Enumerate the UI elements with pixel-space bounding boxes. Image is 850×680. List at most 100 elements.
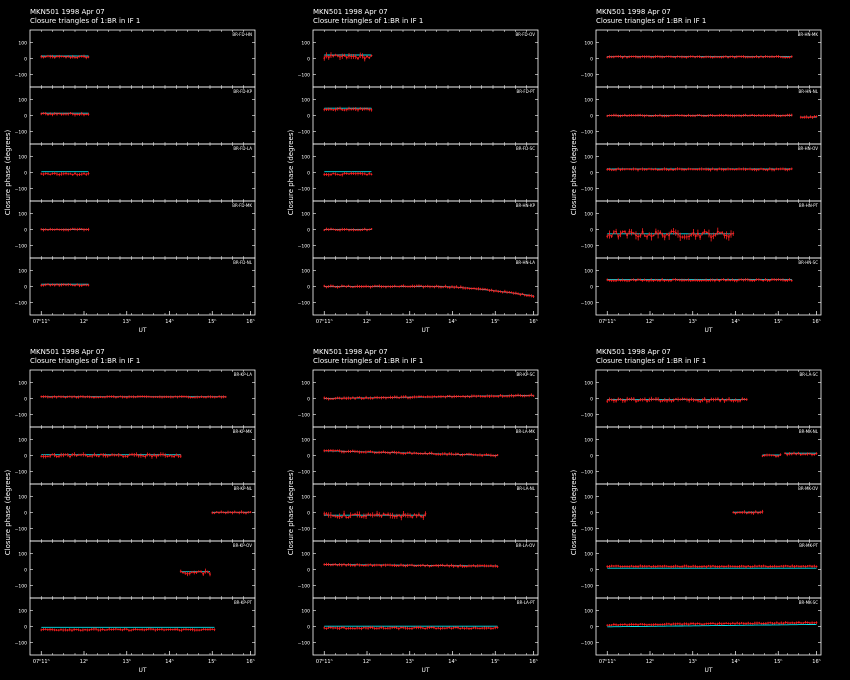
panel-subtitle: Closure triangles of 1:BR in IF 1 [596, 357, 706, 365]
subplot-frame [29, 540, 256, 599]
subplot-frame [29, 29, 256, 88]
y-tick-label: −100 [15, 300, 27, 306]
y-tick-label: 0 [24, 568, 27, 574]
x-tick-label: 14ʰ [731, 319, 739, 325]
y-tick-label: 0 [307, 625, 310, 631]
subplot-frame [312, 86, 539, 145]
subplot-frame [29, 257, 256, 316]
y-tick-label: 0 [590, 57, 593, 63]
x-tick-label: 12ʰ [646, 319, 654, 325]
x-tick-label: 16ʰ [246, 319, 254, 325]
triangle-label: BR-KP-OV [233, 543, 252, 548]
x-tick-label: 13ʰ [406, 319, 414, 325]
y-tick-label: −100 [298, 469, 310, 475]
x-axis-label: UT [704, 327, 712, 334]
y-tick-label: 0 [307, 285, 310, 291]
data-series [41, 172, 89, 176]
x-tick-label: 13ʰ [689, 319, 697, 325]
y-tick-label: −100 [298, 186, 310, 192]
x-tick-label: 07ʰ11ʰ [316, 319, 333, 325]
triangle-label: BR-MK-SC [799, 600, 818, 605]
triangle-label: BR-HN-NL [799, 89, 819, 94]
y-tick-label: 100 [18, 155, 27, 161]
x-tick-label: 07ʰ11ʰ [599, 659, 616, 665]
y-tick-label: 0 [24, 625, 27, 631]
x-tick-label: 14ʰ [165, 659, 173, 665]
y-axis-label: Closure phase (degrees) [4, 130, 12, 216]
x-tick-label: 15ʰ [774, 659, 782, 665]
y-tick-label: −100 [298, 412, 310, 418]
y-tick-label: 0 [590, 228, 593, 234]
subplot-frame [29, 86, 256, 145]
y-tick-label: 100 [584, 381, 593, 387]
y-axis-label: Closure phase (degrees) [287, 470, 295, 556]
y-tick-label: −100 [15, 186, 27, 192]
triangle-label: BR-MK-OV [798, 486, 818, 491]
x-tick-label: 14ʰ [165, 319, 173, 325]
triangle-label: BR-HN-SC [798, 260, 818, 265]
triangle-label: BR-LA-PT [517, 600, 536, 605]
y-tick-label: 100 [584, 98, 593, 104]
x-tick-label: 14ʰ [448, 659, 456, 665]
x-tick-label: 16ʰ [812, 659, 820, 665]
y-tick-label: 0 [307, 171, 310, 177]
x-tick-label: 07ʰ11ʰ [599, 319, 616, 325]
y-tick-label: 0 [24, 454, 27, 460]
y-tick-label: −100 [581, 129, 593, 135]
y-tick-label: −100 [298, 243, 310, 249]
y-tick-label: 0 [307, 454, 310, 460]
data-series [607, 398, 747, 402]
subplot-frame [595, 540, 822, 599]
x-tick-label: 13ʰ [123, 319, 131, 325]
x-tick-label: 07ʰ11ʰ [33, 659, 50, 665]
data-series [41, 55, 89, 58]
y-tick-label: −100 [298, 640, 310, 646]
y-tick-label: 0 [590, 454, 593, 460]
y-tick-label: −100 [581, 243, 593, 249]
data-series [607, 230, 734, 238]
triangle-label: BR-LA-OV [516, 543, 535, 548]
x-tick-label: 14ʰ [448, 319, 456, 325]
y-axis-label: Closure phase (degrees) [287, 130, 295, 216]
y-tick-label: 100 [18, 98, 27, 104]
x-tick-label: 15ʰ [491, 659, 499, 665]
x-tick-label: 12ʰ [363, 659, 371, 665]
y-tick-label: −100 [581, 583, 593, 589]
y-tick-label: −100 [581, 300, 593, 306]
y-tick-label: 0 [590, 568, 593, 574]
x-tick-label: 07ʰ11ʰ [316, 659, 333, 665]
y-tick-label: −100 [581, 72, 593, 78]
x-tick-label: 12ʰ [363, 319, 371, 325]
triangle-label: BR-HN-OV [798, 146, 818, 151]
data-series [41, 112, 89, 116]
y-tick-label: 100 [584, 609, 593, 615]
y-tick-label: −100 [15, 583, 27, 589]
triangle-label: BR-MK-PT [799, 543, 818, 548]
y-tick-label: −100 [15, 129, 27, 135]
subplot-frame [595, 257, 822, 316]
y-tick-label: 0 [307, 397, 310, 403]
x-tick-label: 13ʰ [406, 659, 414, 665]
y-tick-label: 100 [584, 212, 593, 218]
y-tick-label: 0 [590, 511, 593, 517]
y-axis-label: Closure phase (degrees) [570, 130, 578, 216]
triangle-label: BR-LA-NL [517, 486, 536, 491]
triangle-label: BR-KP-SC [516, 372, 535, 377]
x-tick-label: 15ʰ [491, 319, 499, 325]
triangle-label: BR-KP-NL [234, 486, 253, 491]
x-tick-label: 16ʰ [529, 319, 537, 325]
y-tick-label: 100 [301, 212, 310, 218]
panel-title: MKN501 1998 Apr 07 [313, 348, 388, 356]
data-series [324, 108, 372, 111]
x-tick-label: 12ʰ [80, 319, 88, 325]
triangle-label: BR-FD-NL [233, 260, 253, 265]
panel-title: MKN501 1998 Apr 07 [313, 8, 388, 16]
y-tick-label: −100 [15, 412, 27, 418]
data-series [324, 54, 372, 60]
panel-title: MKN501 1998 Apr 07 [596, 348, 671, 356]
triangle-label: BR-KP-LA [234, 372, 253, 377]
y-tick-label: −100 [581, 186, 593, 192]
triangle-label: BR-LA-SC [799, 372, 818, 377]
data-series [41, 228, 89, 231]
